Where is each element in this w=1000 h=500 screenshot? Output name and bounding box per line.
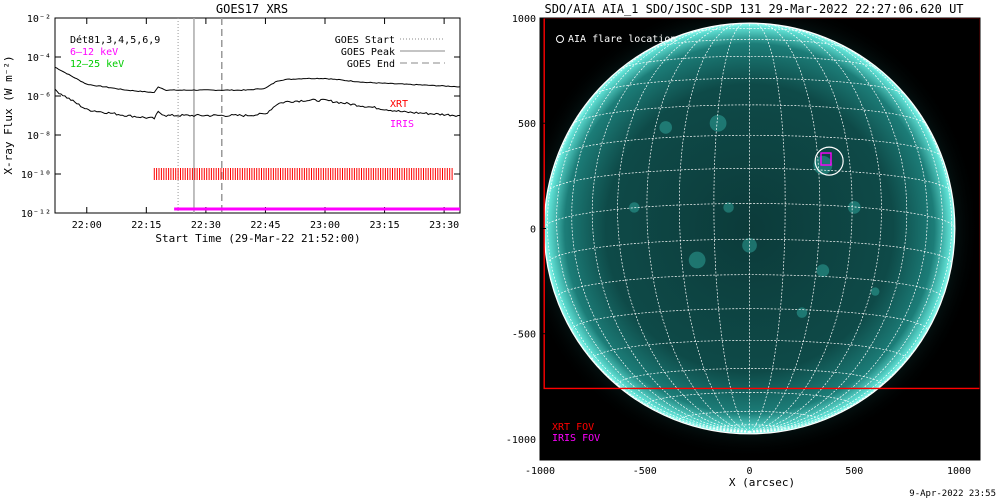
aia-x-tick-label: -1000	[525, 466, 555, 477]
grid-longitude-line	[749, 25, 908, 433]
goes-legend-right: GOES Start GOES Peak GOES End	[335, 35, 445, 70]
goes-x-tick-label: 22:45	[250, 220, 280, 231]
goes-series-line-1	[54, 88, 460, 120]
flare-legend-label: AIA flare location	[568, 34, 676, 45]
grid-longitude-line	[571, 28, 750, 433]
goes-legend-left: Dét81,3,4,5,6,9 6–12 keV 12–25 keV	[70, 34, 160, 70]
active-region-10	[871, 287, 880, 296]
goes-title: GOES17 XRS	[216, 2, 288, 16]
legend-item-detectors: Dét81,3,4,5,6,9	[70, 34, 160, 46]
grid-latitude-line	[547, 168, 952, 192]
xrt-label: XRT	[390, 99, 408, 110]
grid-longitude-line	[617, 24, 750, 433]
aia-x-tick-label: 0	[747, 466, 753, 477]
grid-longitude-line	[749, 28, 928, 433]
aia-flare-location-marker	[814, 146, 844, 176]
goes-x-tick-label: 22:30	[191, 220, 221, 231]
iris-fov-box	[820, 152, 832, 166]
grid-longitude-line	[678, 23, 750, 433]
aia-title: SDO/AIA AIA_1 SDO/JSOC-SDP 131 29-Mar-20…	[544, 2, 963, 16]
aia-y-tick-label: -500	[512, 330, 536, 341]
grid-latitude-line	[556, 134, 943, 158]
aia-x-tick-label: 1000	[947, 466, 971, 477]
footer-timestamp: 9-Apr-2022 23:55	[909, 489, 996, 499]
aia-panel: SDO/AIA AIA_1 SDO/JSOC-SDP 131 29-Mar-20…	[506, 2, 996, 499]
goes-series-line-0	[54, 66, 461, 94]
goes-x-tick-label: 23:15	[370, 220, 400, 231]
goes-event-lines	[177, 18, 223, 213]
grid-longitude-line	[591, 25, 750, 433]
legend-item-6-12kev: 6–12 keV	[70, 47, 118, 58]
xrt-fov-box	[543, 18, 980, 390]
aia-x-tick-label: -500	[633, 466, 657, 477]
flare-legend-circle	[556, 35, 564, 43]
goes-ylabel: X-ray Flux (W m⁻²)	[2, 55, 15, 174]
active-region-3	[688, 251, 706, 269]
goes-y-axis: 10⁻¹² 10⁻¹⁰ 10⁻⁸ 10⁻⁶ 10⁻⁴ 10⁻²	[21, 14, 460, 220]
goes-x-tick-label: 22:00	[72, 220, 102, 231]
xrt-coverage	[153, 168, 453, 180]
aia-y-tick-label: 500	[518, 119, 536, 130]
goes-x-tick-label: 23:00	[310, 220, 340, 231]
legend-item-12-25kev: 12–25 keV	[70, 59, 124, 70]
iris-fov-label: IRIS FOV	[552, 433, 600, 444]
legend-goes-start: GOES Start	[335, 35, 395, 46]
aia-xlabel: X (arcsec)	[729, 476, 795, 489]
grid-longitude-line	[546, 60, 750, 433]
grid-longitude-line	[646, 23, 750, 433]
goes-y-tick-label: 10⁻¹²	[21, 209, 51, 220]
aia-x-axis: -1000 -500 0 500 1000	[525, 454, 971, 477]
aia-y-tick-label: -1000	[506, 435, 536, 446]
goes-y-tick-label: 10⁻²	[27, 14, 51, 25]
active-region-2	[659, 121, 672, 134]
goes-y-tick-label: 10⁻⁶	[27, 92, 51, 103]
aia-y-axis: -1000 -500 0 500 1000	[506, 14, 546, 446]
legend-goes-peak: GOES Peak	[341, 47, 395, 58]
grid-longitude-line	[749, 60, 953, 433]
active-region-5	[816, 264, 830, 277]
aia-plot-frame	[539, 17, 981, 461]
iris-label: IRIS	[390, 119, 414, 130]
aia-y-tick-label: 0	[530, 224, 536, 235]
goes-x-tick-label: 22:15	[131, 220, 161, 231]
goes-panel: GOES17 XRS 10⁻¹² 10⁻¹⁰ 10⁻⁸ 10⁻⁶ 10⁻⁴ 10⁻² 22…	[2, 2, 461, 245]
active-region-9	[796, 307, 808, 318]
goes-x-tick-label: 23:30	[429, 220, 459, 231]
aia-x-tick-label: 500	[845, 466, 863, 477]
legend-goes-end: GOES End	[347, 59, 395, 70]
goes-xlabel: Start Time (29-Mar-22 21:52:00)	[155, 232, 360, 245]
grid-longitude-line	[749, 23, 821, 433]
grid-longitude-line	[749, 23, 786, 433]
active-region-8	[723, 202, 734, 213]
grid-latitude-line	[683, 28, 816, 35]
goes-y-tick-label: 10⁻⁸	[27, 131, 51, 142]
aia-y-tick-label: 1000	[512, 14, 536, 25]
active-region-0	[709, 114, 727, 132]
xrt-fov-label: XRT FOV	[552, 422, 594, 433]
grid-longitude-line	[749, 23, 853, 433]
goes-series	[54, 66, 461, 120]
grid-longitude-line	[713, 23, 750, 433]
goes-y-tick-label: 10⁻¹⁰	[21, 170, 51, 181]
active-region-7	[848, 201, 861, 214]
grid-longitude-line	[749, 24, 882, 433]
grid-latitude-line	[619, 55, 881, 71]
goes-y-tick-label: 10⁻⁴	[27, 53, 51, 64]
